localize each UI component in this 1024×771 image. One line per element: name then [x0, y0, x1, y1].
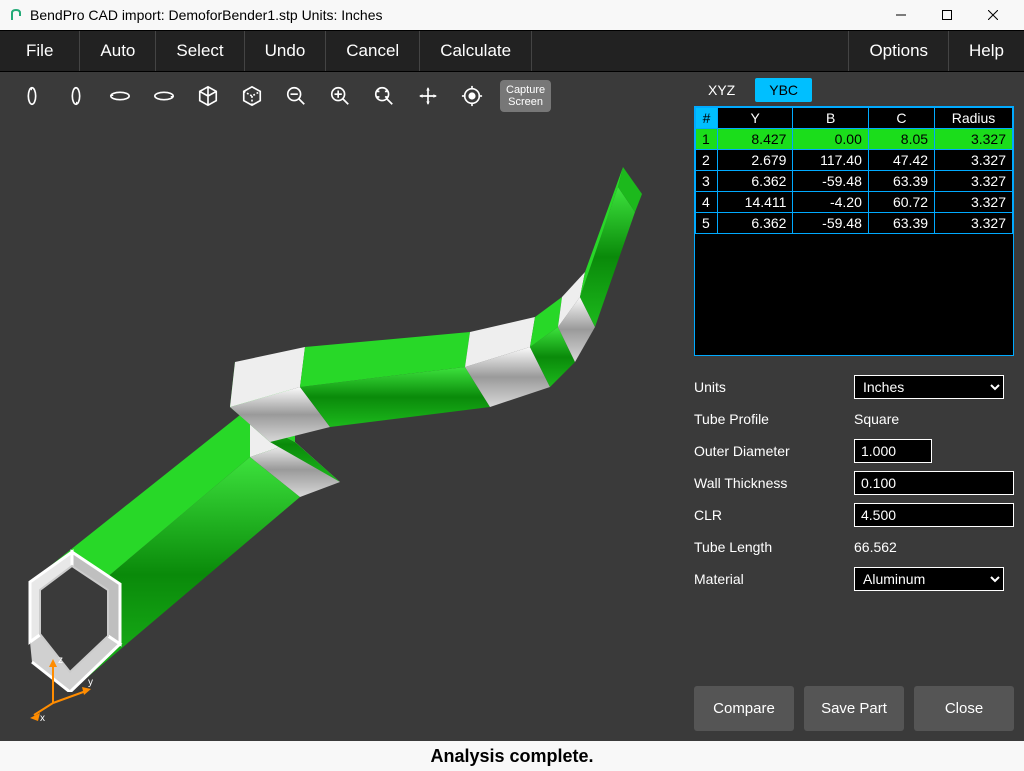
profile-label: Tube Profile [694, 411, 854, 427]
window-title: BendPro CAD import: DemoforBender1.stp U… [30, 7, 878, 23]
view-cube-wire-icon[interactable] [230, 78, 274, 114]
od-input[interactable] [854, 439, 932, 463]
menu-bar: File Auto Select Undo Cancel Calculate O… [0, 30, 1024, 72]
wt-input[interactable] [854, 471, 1014, 495]
axis-indicator: z y x [28, 653, 98, 723]
wt-label: Wall Thickness [694, 475, 854, 491]
menu-select[interactable]: Select [156, 31, 244, 71]
save-part-button[interactable]: Save Part [804, 686, 904, 731]
menu-auto[interactable]: Auto [80, 31, 156, 71]
rotate-y-icon[interactable] [54, 78, 98, 114]
clr-label: CLR [694, 507, 854, 523]
status-bar: Analysis complete. [0, 741, 1024, 771]
len-label: Tube Length [694, 539, 854, 555]
col-y: Y [718, 108, 793, 129]
clr-input[interactable] [854, 503, 1014, 527]
side-panel: XYZ YBC # Y B C Radius 18.4270.008.053.3… [688, 72, 1024, 741]
len-value: 66.562 [854, 539, 1014, 555]
col-num: # [696, 108, 718, 129]
status-text: Analysis complete. [430, 746, 593, 767]
material-select[interactable]: Aluminum [854, 567, 1004, 591]
menu-file[interactable]: File [0, 31, 80, 71]
title-bar: BendPro CAD import: DemoforBender1.stp U… [0, 0, 1024, 30]
col-b: B [793, 108, 868, 129]
capture-label-2: Screen [506, 96, 545, 108]
menu-help[interactable]: Help [948, 31, 1024, 71]
units-label: Units [694, 379, 854, 395]
viewport-toolbar: Capture Screen [10, 78, 551, 114]
table-row[interactable]: 18.4270.008.053.327 [696, 129, 1013, 150]
zoom-in-icon[interactable] [318, 78, 362, 114]
col-c: C [868, 108, 934, 129]
rotate-z-ccw-icon[interactable] [98, 78, 142, 114]
bend-table[interactable]: # Y B C Radius 18.4270.008.053.32722.679… [694, 106, 1014, 356]
mat-label: Material [694, 571, 854, 587]
table-row[interactable]: 36.362-59.4863.393.327 [696, 171, 1013, 192]
app-icon [8, 7, 24, 23]
compare-button[interactable]: Compare [694, 686, 794, 731]
svg-text:y: y [88, 677, 93, 688]
properties-panel: Units Inches Tube Profile Square Outer D… [694, 372, 1014, 596]
view-cube-solid-icon[interactable] [186, 78, 230, 114]
svg-text:x: x [40, 713, 45, 723]
tab-ybc[interactable]: YBC [755, 78, 812, 102]
maximize-button[interactable] [924, 0, 970, 30]
close-window-button[interactable] [970, 0, 1016, 30]
tab-xyz[interactable]: XYZ [694, 78, 749, 102]
zoom-fit-icon[interactable] [362, 78, 406, 114]
rotate-x-icon[interactable] [10, 78, 54, 114]
minimize-button[interactable] [878, 0, 924, 30]
close-button[interactable]: Close [914, 686, 1014, 731]
menu-undo[interactable]: Undo [245, 31, 327, 71]
capture-screen-button[interactable]: Capture Screen [500, 80, 551, 112]
profile-value: Square [854, 411, 1014, 427]
col-radius: Radius [935, 108, 1013, 129]
svg-text:z: z [58, 655, 63, 666]
pan-icon[interactable] [406, 78, 450, 114]
zoom-out-icon[interactable] [274, 78, 318, 114]
od-label: Outer Diameter [694, 443, 854, 459]
rotate-z-cw-icon[interactable] [142, 78, 186, 114]
capture-label-1: Capture [506, 84, 545, 96]
units-select[interactable]: Inches [854, 375, 1004, 399]
tube-render [10, 152, 650, 692]
table-row[interactable]: 22.679117.4047.423.327 [696, 150, 1013, 171]
menu-calculate[interactable]: Calculate [420, 31, 532, 71]
menu-cancel[interactable]: Cancel [326, 31, 420, 71]
table-row[interactable]: 56.362-59.4863.393.327 [696, 213, 1013, 234]
center-icon[interactable] [450, 78, 494, 114]
viewport-3d[interactable]: Capture Screen [0, 72, 688, 741]
menu-options[interactable]: Options [848, 31, 948, 71]
table-row[interactable]: 414.411-4.2060.723.327 [696, 192, 1013, 213]
